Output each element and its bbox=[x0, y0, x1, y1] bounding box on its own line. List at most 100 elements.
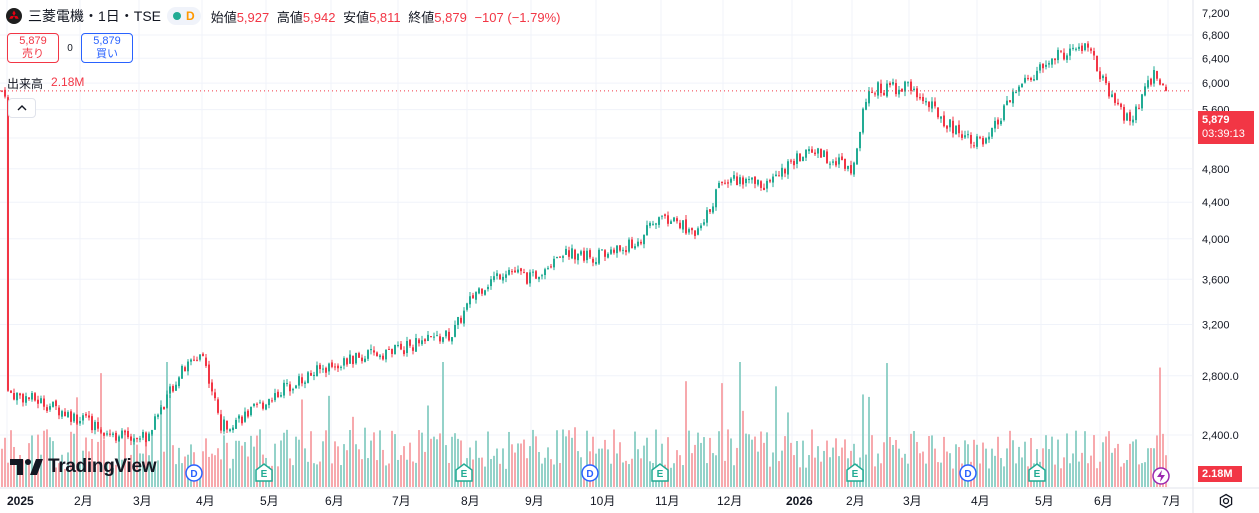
candle-body bbox=[325, 367, 327, 373]
volume-bar bbox=[277, 466, 279, 487]
candle-body bbox=[967, 134, 969, 136]
volume-bar bbox=[325, 430, 327, 487]
volume-bar bbox=[91, 438, 93, 487]
price-axis[interactable]: 6,8006,4006,0005,6005,2004,8004,4004,000… bbox=[1202, 8, 1239, 442]
candle-body bbox=[223, 419, 225, 432]
candle-body bbox=[748, 178, 750, 180]
candle-body bbox=[571, 248, 573, 259]
candle-body bbox=[493, 276, 495, 281]
volume-bar bbox=[553, 464, 555, 487]
volume-bar bbox=[703, 437, 705, 487]
time-tick-label: 4月 bbox=[196, 494, 215, 508]
volume-bar bbox=[1054, 464, 1056, 487]
volume-bar bbox=[907, 463, 909, 487]
buy-button[interactable]: 5,879 買い bbox=[81, 33, 133, 63]
candle-body bbox=[124, 430, 126, 433]
volume-bar bbox=[322, 441, 324, 487]
volume-bar bbox=[133, 440, 135, 487]
volume-bar bbox=[1144, 462, 1146, 487]
volume-bar bbox=[217, 448, 219, 487]
candle-body bbox=[955, 125, 957, 135]
candle-body bbox=[703, 222, 705, 225]
volume-bar bbox=[811, 429, 813, 487]
candle-body bbox=[1141, 94, 1143, 109]
volume-bar bbox=[673, 463, 675, 487]
volume-bar bbox=[559, 463, 561, 487]
candle-body bbox=[487, 286, 489, 290]
volume-bar bbox=[337, 446, 339, 487]
volume-bar bbox=[943, 436, 945, 487]
candle-body bbox=[598, 249, 600, 264]
volume-bar bbox=[55, 467, 57, 487]
volume-bar bbox=[493, 455, 495, 487]
candle-body bbox=[832, 161, 834, 163]
volume-bar bbox=[679, 455, 681, 487]
volume-bar bbox=[1129, 443, 1131, 487]
time-axis[interactable]: 2025 2月 3月 4月 5月 6月 7月 8月 9月 10月 11月 12月 2026 2月 3月 4月 5… bbox=[7, 494, 1181, 508]
volume-bar bbox=[121, 459, 123, 487]
high-value: 5,942 bbox=[302, 9, 336, 25]
candle-body bbox=[694, 230, 696, 236]
volume-bar bbox=[367, 458, 369, 487]
tradingview-logo[interactable]: TradingView bbox=[10, 456, 157, 478]
market-status-pill[interactable]: D bbox=[167, 7, 201, 25]
candle-body bbox=[1033, 79, 1035, 81]
volume-bar bbox=[529, 446, 531, 487]
candle-body bbox=[367, 350, 369, 359]
candle-body bbox=[1, 90, 3, 92]
volume-bar bbox=[625, 460, 627, 487]
volume-bar bbox=[112, 467, 114, 487]
event-label: E bbox=[461, 469, 468, 480]
volume-bar bbox=[130, 454, 132, 487]
sell-button[interactable]: 5,879 売り bbox=[7, 33, 59, 63]
candle-body bbox=[772, 176, 774, 183]
candle-body bbox=[115, 432, 117, 441]
candle-body bbox=[34, 393, 36, 401]
bar-countdown: 03:39:13 bbox=[1202, 128, 1245, 140]
candle-body bbox=[1012, 91, 1014, 104]
time-tick-label: 6月 bbox=[325, 494, 344, 508]
symbol-title[interactable]: 三菱電機・1日・TSE bbox=[28, 8, 162, 24]
volume-bar bbox=[760, 431, 762, 487]
collapse-legend-button[interactable] bbox=[8, 98, 36, 118]
candle-body bbox=[370, 349, 372, 351]
volume-bar bbox=[40, 454, 42, 487]
candle-body bbox=[214, 392, 216, 399]
volume-bar bbox=[247, 456, 249, 487]
candle-body bbox=[547, 267, 549, 269]
volume-bar bbox=[1111, 452, 1113, 487]
candle-body bbox=[1162, 83, 1164, 86]
candle-body bbox=[226, 420, 228, 430]
volume-bar bbox=[76, 397, 78, 487]
volume-bar bbox=[400, 455, 402, 487]
candle-body bbox=[904, 81, 906, 92]
candle-body bbox=[130, 436, 132, 441]
volume-bar bbox=[994, 455, 996, 487]
volume-bar bbox=[1138, 464, 1140, 487]
candle-body bbox=[856, 148, 858, 165]
volume-bar bbox=[979, 463, 981, 487]
candle-body bbox=[763, 187, 765, 191]
candle-body bbox=[1015, 91, 1017, 93]
settings-gear-icon[interactable] bbox=[1218, 493, 1234, 509]
volume-bar bbox=[226, 442, 228, 487]
candle-body bbox=[10, 390, 12, 393]
candle-body bbox=[316, 365, 318, 377]
candle-body bbox=[256, 403, 258, 405]
volume-bar bbox=[1096, 468, 1098, 487]
low-value: 5,811 bbox=[369, 9, 401, 25]
volume-bar bbox=[376, 460, 378, 487]
volume-bar bbox=[748, 434, 750, 487]
volume-bar bbox=[901, 457, 903, 487]
volume-legend[interactable]: 出来高 2.18M bbox=[7, 75, 84, 92]
candle-body bbox=[691, 228, 693, 231]
candle-body bbox=[490, 279, 492, 287]
volume-label: 出来高 bbox=[7, 77, 44, 91]
candle-body bbox=[589, 250, 591, 258]
volume-bar bbox=[940, 462, 942, 487]
candle-body bbox=[415, 338, 417, 352]
candle-body bbox=[91, 416, 93, 431]
volume-bar bbox=[1075, 430, 1077, 487]
